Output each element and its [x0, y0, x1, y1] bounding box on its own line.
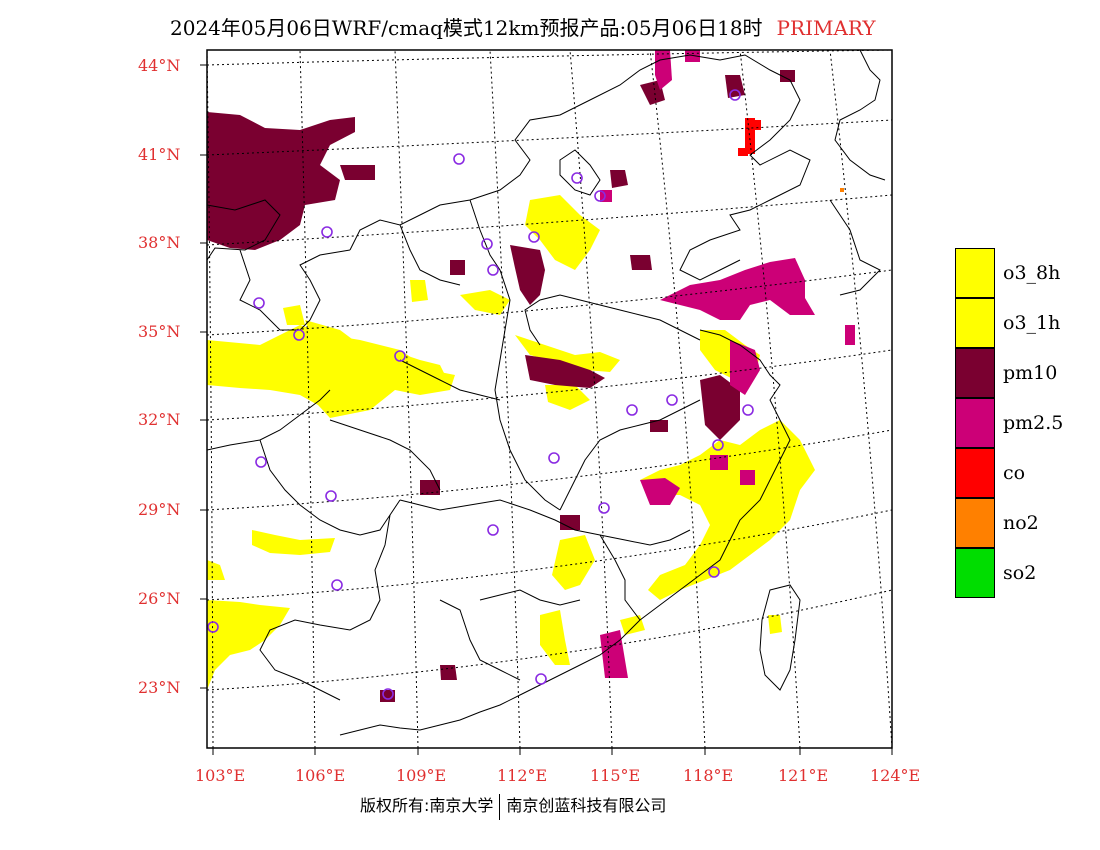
footer-divider: [499, 793, 501, 820]
legend-swatch: [955, 298, 995, 348]
legend-label: so2: [1003, 562, 1037, 584]
legend-label: o3_8h: [1003, 262, 1061, 284]
lon-label: 124°E: [870, 766, 921, 785]
lat-label: 32°N: [138, 410, 181, 429]
lat-label: 44°N: [138, 56, 181, 75]
lat-label: 29°N: [138, 500, 181, 519]
legend-swatch: [955, 448, 995, 498]
copyright-footer: 版权所有:南京大学 南京创蓝科技有限公司: [360, 792, 666, 820]
copyright-left: 版权所有:南京大学: [360, 796, 494, 815]
legend-label: o3_1h: [1003, 312, 1061, 334]
lat-label: 41°N: [138, 145, 181, 164]
legend-swatch: [955, 348, 995, 398]
lon-label: 103°E: [195, 766, 246, 785]
boundaries: [207, 50, 886, 736]
axis-ticks: [200, 64, 893, 755]
lon-label: 121°E: [778, 766, 829, 785]
lon-label: 115°E: [590, 766, 641, 785]
no2-area: [840, 188, 844, 192]
lat-label: 35°N: [138, 322, 181, 341]
lon-label: 118°E: [683, 766, 734, 785]
legend-swatch: [955, 398, 995, 448]
legend-swatch: [955, 248, 995, 298]
legend-label: no2: [1003, 512, 1039, 534]
station-markers: [207, 89, 754, 700]
lat-label: 23°N: [138, 678, 181, 697]
map-frame: [206, 49, 893, 749]
legend-swatch: [955, 548, 995, 598]
map-title: 2024年05月06日WRF/cmaq模式12km预报产品:05月06日18时 P…: [170, 12, 876, 41]
co-areas: [738, 118, 761, 156]
lat-label: 38°N: [138, 233, 181, 252]
primary-tag: PRIMARY: [776, 16, 876, 40]
legend-swatch: [955, 498, 995, 548]
legend-label: pm10: [1003, 362, 1058, 384]
lon-label: 112°E: [497, 766, 548, 785]
legend-label: co: [1003, 462, 1026, 484]
lat-label: 26°N: [138, 589, 181, 608]
lon-label: 109°E: [396, 766, 447, 785]
copyright-right: 南京创蓝科技有限公司: [506, 796, 667, 815]
lon-label: 106°E: [295, 766, 346, 785]
title-text: 2024年05月06日WRF/cmaq模式12km预报产品:05月06日18时: [170, 16, 763, 40]
legend-label: pm2.5: [1003, 412, 1064, 434]
graticule: [207, 50, 892, 748]
o3-areas: [207, 195, 815, 690]
